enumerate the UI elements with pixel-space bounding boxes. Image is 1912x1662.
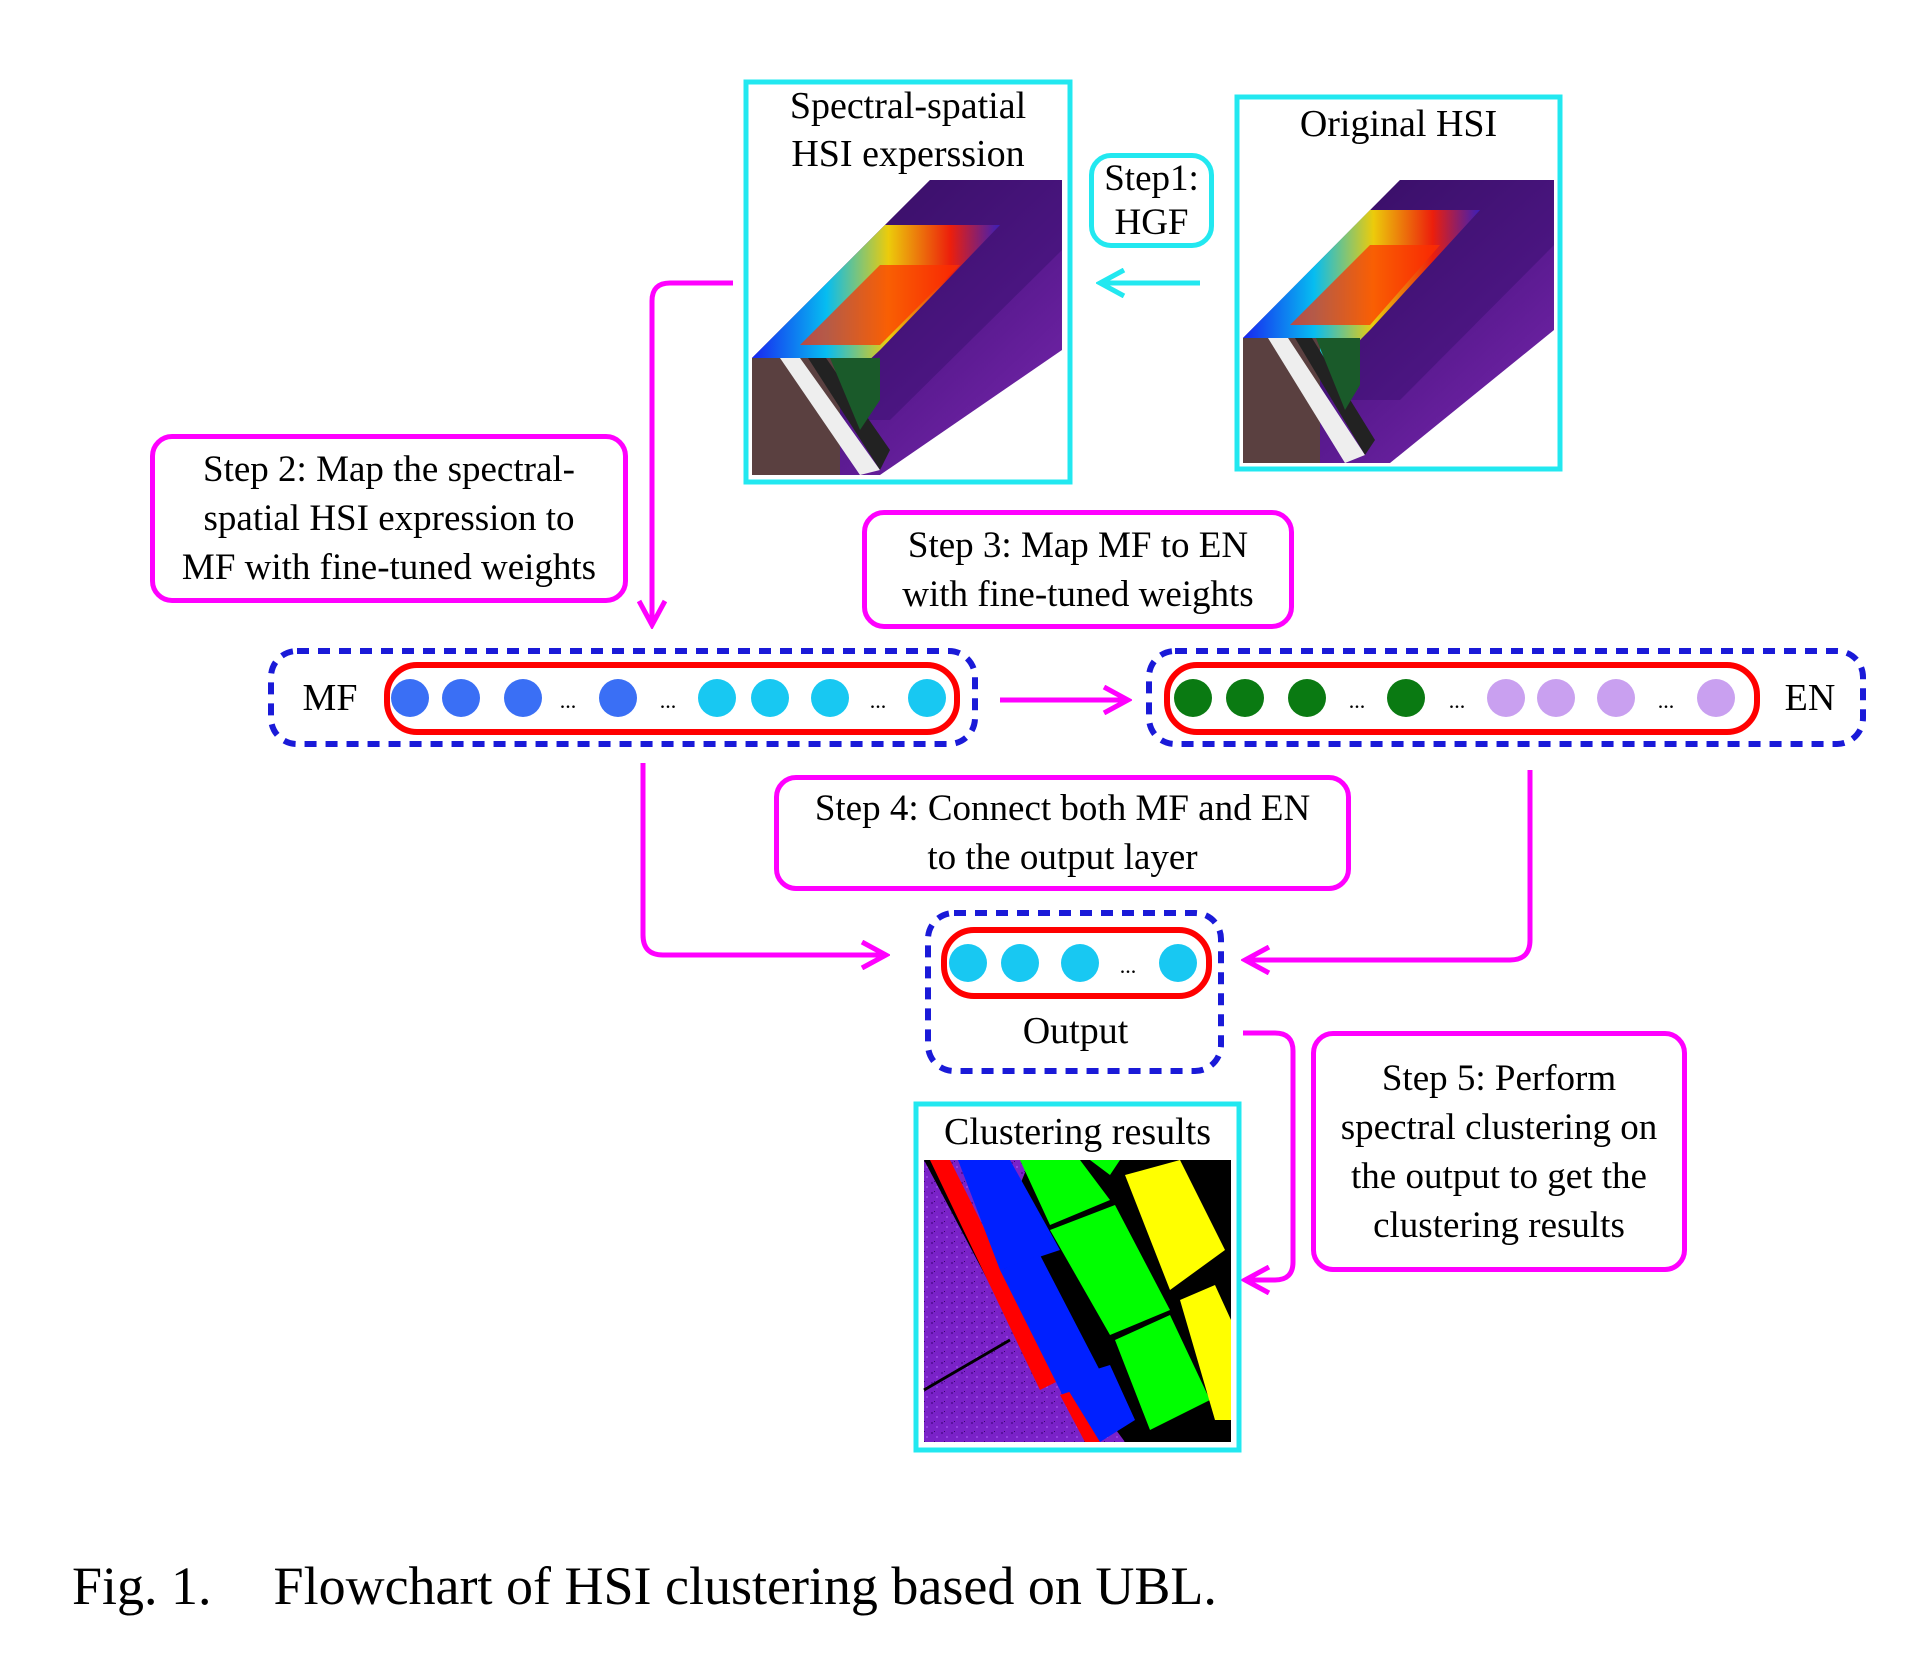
step4-line1: Step 4: Connect both MF and EN <box>814 788 1311 829</box>
clustering-results-title: Clustering results <box>943 1111 1212 1153</box>
step5-line3: the output to get the <box>1351 1155 1647 1197</box>
output-nodes: ... <box>949 944 1197 982</box>
original-hsi-cube-image <box>1234 94 1563 472</box>
figure-caption: Fig. 1. Flowchart of HSI clustering based… <box>72 1555 1217 1617</box>
output-node <box>949 944 987 982</box>
step5-box: Step 5: Perform spectral clustering on t… <box>1311 1031 1687 1272</box>
mf-nodes: ......... <box>391 679 946 717</box>
mf-ellipsis: ... <box>870 688 887 713</box>
mf-layer: ......... <box>268 648 978 747</box>
output-label: Output <box>1022 1010 1129 1052</box>
arrow-step2 <box>652 280 733 625</box>
step3-box: Step 3: Map MF to EN with fine-tuned wei… <box>862 510 1294 629</box>
mf-node <box>751 679 789 717</box>
en-node <box>1697 679 1735 717</box>
step4-line2: to the output layer <box>927 837 1198 878</box>
step1-line1: Step1: <box>1104 157 1199 199</box>
figure-caption-text: Flowchart of HSI clustering based on UBL… <box>273 1556 1217 1616</box>
spectral-spatial-title: Spectral-spatial HSI experssion <box>752 82 1064 178</box>
en-node <box>1597 679 1635 717</box>
mf-node <box>391 679 429 717</box>
mf-ellipsis: ... <box>560 688 577 713</box>
en-node <box>1288 679 1326 717</box>
output-node <box>1001 944 1039 982</box>
figure-number: Fig. 1. <box>72 1556 212 1616</box>
spectral-spatial-title-line2: HSI experssion <box>791 133 1025 175</box>
output-layer: ... <box>925 910 1224 1074</box>
mf-label: MF <box>302 677 358 719</box>
en-node <box>1226 679 1264 717</box>
clustering-results-image <box>913 1101 1242 1453</box>
step1-box: Step1: HGF <box>1089 153 1214 248</box>
step2-line3: MF with fine-tuned weights <box>181 547 597 588</box>
mf-node <box>698 679 736 717</box>
output-node <box>1159 944 1197 982</box>
step4-box: Step 4: Connect both MF and EN to the ou… <box>774 775 1351 891</box>
spectral-spatial-title-line1: Spectral-spatial <box>789 85 1027 127</box>
en-node <box>1487 679 1525 717</box>
en-ellipsis: ... <box>1349 688 1366 713</box>
step2-line1: Step 2: Map the spectral- <box>203 449 575 490</box>
en-label: EN <box>1784 677 1836 719</box>
step1-line2: HGF <box>1114 201 1189 243</box>
step5-line2: spectral clustering on <box>1340 1106 1658 1148</box>
mf-node <box>908 679 946 717</box>
spectral-spatial-cube-image <box>743 79 1073 485</box>
en-ellipsis: ... <box>1658 688 1675 713</box>
mf-node <box>504 679 542 717</box>
output-node <box>1061 944 1099 982</box>
mf-node <box>599 679 637 717</box>
output-ellipsis: ... <box>1120 953 1137 978</box>
en-nodes: ......... <box>1174 679 1735 717</box>
mf-ellipsis: ... <box>660 688 677 713</box>
en-node <box>1387 679 1425 717</box>
step5-line4: clustering results <box>1373 1204 1625 1246</box>
arrow-step4-en <box>1245 770 1533 960</box>
en-node <box>1174 679 1212 717</box>
arrows <box>640 280 1533 1280</box>
en-ellipsis: ... <box>1449 688 1466 713</box>
step2-box: Step 2: Map the spectral- spatial HSI ex… <box>150 434 628 603</box>
arrow-step5 <box>1243 1030 1296 1280</box>
mf-node <box>442 679 480 717</box>
mf-node <box>811 679 849 717</box>
step2-line2: spatial HSI expression to <box>203 498 575 539</box>
original-hsi-title: Original HSI <box>1299 103 1498 145</box>
step3-line1: Step 3: Map MF to EN <box>907 524 1249 566</box>
step5-line1: Step 5: Perform <box>1381 1057 1617 1099</box>
en-node <box>1537 679 1575 717</box>
en-layer: ......... <box>1146 648 1866 747</box>
step3-line2: with fine-tuned weights <box>902 573 1254 615</box>
arrow-step4-mf <box>640 763 886 955</box>
